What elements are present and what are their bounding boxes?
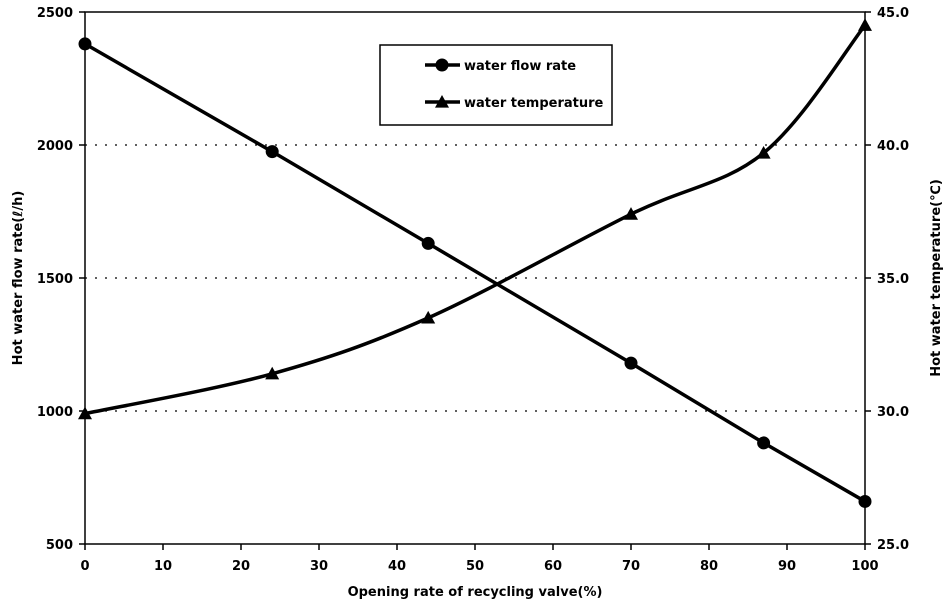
legend-box <box>379 44 613 126</box>
y-left-axis-ticks: 500 1000 1500 2000 2500 <box>37 6 85 553</box>
x-tick-label-1: 10 <box>154 559 172 574</box>
y-right-tick-label-4: 45.0 <box>877 6 909 21</box>
x-tick-label-9: 90 <box>778 559 796 574</box>
point-water-temperature-4 <box>756 145 771 159</box>
point-water-flow-rate-1 <box>265 145 279 159</box>
point-water-flow-rate-4 <box>757 436 771 450</box>
x-tick-label-8: 80 <box>700 559 718 574</box>
legend-label-water-temperature: water temperature <box>464 96 604 111</box>
x-tick-label-6: 60 <box>544 559 562 574</box>
y-right-tick-label-0: 25.0 <box>877 538 909 553</box>
legend-marker-water-temperature <box>435 95 449 108</box>
x-tick-label-10: 100 <box>851 559 878 574</box>
y-left-tick-label-3: 2000 <box>37 139 73 154</box>
legend: water flow rate water temperature <box>379 44 613 126</box>
y-left-tick-label-0: 500 <box>46 538 73 553</box>
x-tick-label-3: 30 <box>310 559 328 574</box>
y-right-tick-label-1: 30.0 <box>877 405 909 420</box>
point-water-temperature-3 <box>624 207 638 220</box>
y-left-tick-label-1: 1000 <box>37 405 73 420</box>
x-axis-label: Opening rate of recycling valve(%) <box>348 585 603 600</box>
y-left-tick-label-2: 1500 <box>37 272 73 287</box>
x-tick-label-2: 20 <box>232 559 250 574</box>
x-tick-label-5: 50 <box>466 559 484 574</box>
point-water-temperature-1 <box>265 366 280 380</box>
y-right-axis-ticks: 25.0 30.0 35.0 40.0 45.0 <box>865 6 909 553</box>
point-water-temperature-5 <box>858 18 872 31</box>
y-right-tick-label-2: 35.0 <box>877 272 909 287</box>
y-left-tick-label-4: 2500 <box>37 6 73 21</box>
y-left-axis-label: Hot water flow rate(ℓ/h) <box>11 191 26 366</box>
point-water-flow-rate-3 <box>624 356 638 370</box>
point-water-temperature-2 <box>421 310 436 324</box>
x-tick-label-7: 70 <box>622 559 640 574</box>
series-line-water-flow-rate <box>84 42 866 503</box>
x-tick-label-4: 40 <box>388 559 406 574</box>
series-line-water-temperature <box>84 24 867 416</box>
y-right-axis-label: Hot water temperature(℃) <box>929 179 944 377</box>
gridlines <box>85 144 865 412</box>
point-water-temperature-0 <box>78 406 92 420</box>
point-water-flow-rate-5 <box>858 494 872 508</box>
legend-label-water-flow-rate: water flow rate <box>464 59 576 74</box>
y-right-tick-label-3: 40.0 <box>877 139 909 154</box>
x-axis-ticks: 0 10 20 30 40 50 60 70 80 90 100 <box>80 544 879 574</box>
point-water-flow-rate-2 <box>421 236 435 250</box>
series-layer <box>78 18 872 508</box>
x-tick-label-0: 0 <box>80 559 89 574</box>
legend-marker-water-flow-rate <box>435 58 449 72</box>
point-water-flow-rate-0 <box>78 37 92 51</box>
